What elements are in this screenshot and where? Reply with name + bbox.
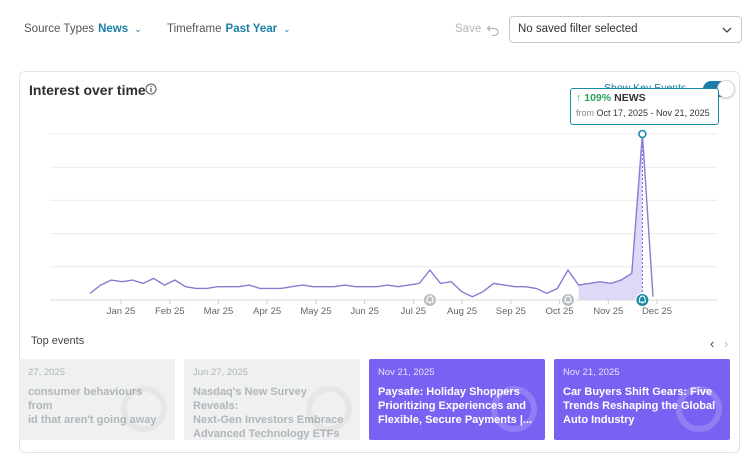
info-icon[interactable] bbox=[145, 83, 157, 95]
x-tick-label: Dec 25 bbox=[642, 306, 672, 317]
timeframe-filter[interactable]: Timeframe Past Year ⌄ bbox=[167, 23, 291, 35]
x-axis: Jan 25 Feb 25 Mar 25 Apr 25 May 25 Jun 25 Jul … bbox=[107, 300, 672, 317]
chevron-left-icon[interactable]: ‹ bbox=[710, 336, 715, 351]
x-tick-label: Jun 25 bbox=[350, 306, 379, 317]
saved-filter-value: No saved filter selected bbox=[518, 23, 638, 35]
save-button[interactable]: Save bbox=[455, 23, 482, 35]
chevron-right-icon[interactable]: › bbox=[724, 336, 729, 351]
event-card-2[interactable]: Jun 27, 2025 Nasdaq's New Survey Reveals… bbox=[184, 359, 360, 440]
watermark-icon bbox=[491, 386, 537, 432]
x-tick-label: Nov 25 bbox=[593, 306, 623, 317]
event-headline: consumer behaviours from id that aren't g… bbox=[28, 386, 157, 426]
x-tick-label: Jul 25 bbox=[401, 306, 426, 317]
bell-icon bbox=[422, 293, 437, 307]
tooltip-percent: 109% bbox=[584, 92, 612, 104]
source-types-label: Source Types bbox=[24, 23, 95, 35]
x-tick-label: Feb 25 bbox=[155, 306, 185, 317]
x-tick-label: Sep 25 bbox=[496, 306, 526, 317]
interest-chart: Jan 25 Feb 25 Mar 25 Apr 25 May 25 Jun 25 Jul … bbox=[50, 129, 717, 317]
interest-over-time-card: Interest over time Show Key Events Jan 2… bbox=[19, 71, 740, 453]
undo-icon[interactable] bbox=[486, 22, 500, 36]
x-tick-label: Jan 25 bbox=[107, 306, 136, 317]
card-title: Interest over time bbox=[29, 82, 146, 98]
arrow-up-icon: ↑ bbox=[576, 92, 582, 104]
event-date: Nov 21, 2025 bbox=[378, 367, 435, 378]
event-date: Jun 27, 2025 bbox=[193, 367, 248, 378]
event-card-1[interactable]: 27, 2025 consumer behaviours from id that… bbox=[19, 359, 175, 440]
watermark-icon bbox=[676, 386, 722, 432]
tooltip-series: NEWS bbox=[614, 92, 646, 104]
event-date: 27, 2025 bbox=[28, 367, 65, 378]
event-card-4[interactable]: Nov 21, 2025 Car Buyers Shift Gears: Fiv… bbox=[554, 359, 730, 440]
x-tick-label: Oct 25 bbox=[546, 306, 574, 317]
highlight-area bbox=[578, 134, 643, 300]
top-events-label: Top events bbox=[31, 335, 85, 347]
source-types-filter[interactable]: Source Types News ⌄ bbox=[24, 23, 142, 35]
event-card-3[interactable]: Nov 21, 2025 Paysafe: Holiday Shoppers Pr… bbox=[369, 359, 545, 440]
watermark-icon bbox=[121, 386, 167, 432]
event-date: Nov 21, 2025 bbox=[563, 367, 620, 378]
series-line bbox=[89, 133, 654, 298]
x-tick-label: Mar 25 bbox=[204, 306, 234, 317]
chart-grid bbox=[50, 133, 717, 301]
chevron-down-icon: ⌄ bbox=[283, 23, 291, 34]
tooltip-range: Oct 17, 2025 - Nov 21, 2025 bbox=[596, 108, 710, 118]
saved-filter-select[interactable]: No saved filter selected bbox=[509, 16, 742, 43]
event-headline: Paysafe: Holiday Shoppers Prioritizing Ex… bbox=[378, 386, 533, 426]
event-headline: Nasdaq's New Survey Reveals: Next-Gen Inv… bbox=[193, 386, 344, 440]
peak-tooltip: ↑ 109% NEWS from Oct 17, 2025 - Nov 21, … bbox=[570, 88, 719, 125]
x-tick-label: Apr 25 bbox=[253, 306, 281, 317]
bell-icon bbox=[635, 293, 650, 307]
source-types-value: News bbox=[98, 23, 129, 35]
timeframe-label: Timeframe bbox=[167, 23, 222, 35]
event-markers bbox=[422, 293, 650, 307]
chevron-down-icon bbox=[722, 27, 732, 33]
bell-icon bbox=[561, 293, 576, 307]
chevron-down-icon: ⌄ bbox=[134, 23, 142, 34]
timeframe-value: Past Year bbox=[225, 23, 278, 35]
x-tick-label: May 25 bbox=[300, 306, 331, 317]
x-tick-label: Aug 25 bbox=[447, 306, 477, 317]
watermark-icon bbox=[306, 386, 352, 432]
peak-point bbox=[638, 129, 647, 139]
tooltip-from: from bbox=[576, 108, 594, 118]
